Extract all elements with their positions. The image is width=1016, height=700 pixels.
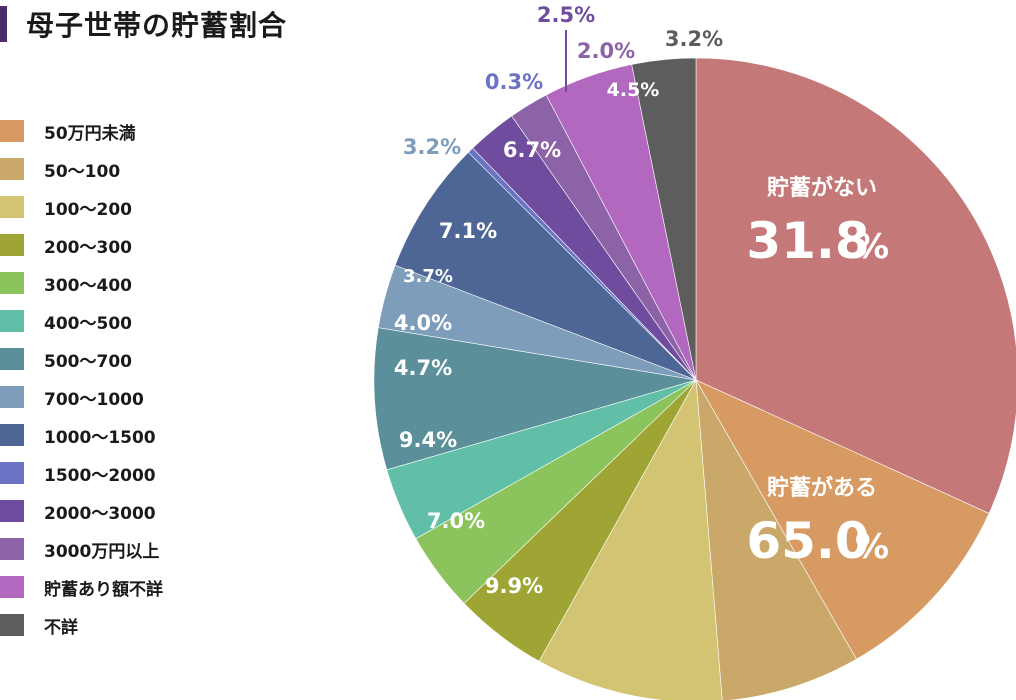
legend-item: 1000～1500 <box>0 422 156 448</box>
legend-swatch <box>0 576 24 598</box>
legend-item: 2000～3000 <box>0 498 156 524</box>
slice-value-label-outer: 3.2% <box>665 27 723 51</box>
slice-value-label: 3.7% <box>403 266 453 287</box>
legend-label: 700～1000 <box>44 389 144 410</box>
legend-item: 700～1000 <box>0 384 144 410</box>
slice-value-label-outer: 3.2% <box>403 135 461 159</box>
legend-swatch <box>0 196 24 218</box>
pie-slice <box>394 151 697 381</box>
legend-label: 300～400 <box>44 275 132 296</box>
legend-item: 200～300 <box>0 232 132 258</box>
legend-label: 400～500 <box>44 313 132 334</box>
slice-value-label: 9.4% <box>399 428 457 452</box>
legend-swatch <box>0 538 24 560</box>
legend-item: 400～500 <box>0 308 132 334</box>
slice-value-label-outer: 0.3% <box>485 70 543 94</box>
pie-slice <box>538 378 723 700</box>
legend-swatch <box>0 348 24 370</box>
slice-value-label: 7.1% <box>439 219 497 243</box>
slice-value-label-outer: 2.5% <box>537 3 595 27</box>
group-value-has-savings: 65.0 <box>746 512 869 570</box>
legend-item: 貯蓄あり額不詳 <box>0 574 163 600</box>
chart-title: 母子世帯の貯蓄割合 <box>26 9 288 42</box>
legend-swatch <box>0 120 24 142</box>
legend-item: 3000万円以上 <box>0 536 159 562</box>
pie-slice <box>631 57 697 381</box>
slice-value-label: 9.9% <box>485 574 543 598</box>
group-unit-has-savings: % <box>855 527 889 567</box>
group-label-no-savings: 貯蓄がない <box>767 175 877 201</box>
legend-label: 200～300 <box>44 237 132 258</box>
legend-label: 貯蓄あり額不詳 <box>44 579 163 600</box>
legend-item: 不詳 <box>0 612 78 638</box>
legend-label: 不詳 <box>44 617 78 638</box>
legend-swatch <box>0 500 24 522</box>
legend-item: 500～700 <box>0 346 132 372</box>
group-unit-no-savings: % <box>855 227 889 267</box>
legend-label: 3000万円以上 <box>44 541 160 562</box>
slice-value-label: 6.7% <box>503 138 561 162</box>
legend-swatch <box>0 310 24 332</box>
legend-swatch <box>0 234 24 256</box>
slice-value-label: 7.0% <box>427 509 485 533</box>
legend-item: 100～200 <box>0 194 132 220</box>
legend-item: 50万円未満 <box>0 118 136 144</box>
legend-swatch <box>0 614 24 636</box>
legend-label: 2000～3000 <box>44 503 156 524</box>
group-value-no-savings: 31.8 <box>746 212 869 270</box>
pie-slice <box>695 379 857 700</box>
legend-label: 1000～1500 <box>44 427 156 448</box>
legend-item: 300～400 <box>0 270 132 296</box>
group-label-has-savings: 貯蓄がある <box>767 475 877 501</box>
legend-item: 1500～2000 <box>0 460 156 486</box>
pie-slice <box>695 379 990 660</box>
title-accent-bar <box>0 6 7 42</box>
legend-swatch <box>0 462 24 484</box>
legend-swatch <box>0 158 24 180</box>
pie-slice <box>695 57 1016 514</box>
legend-label: 500～700 <box>44 351 132 372</box>
legend-item: 50～100 <box>0 156 120 182</box>
slice-value-label-outer: 2.0% <box>577 39 635 63</box>
legend-label: 50万円未満 <box>44 123 136 144</box>
slice-value-label: 4.7% <box>394 356 452 380</box>
legend-swatch <box>0 424 24 446</box>
legend-label: 100～200 <box>44 199 132 220</box>
slice-value-label: 4.0% <box>394 311 452 335</box>
legend-label: 50～100 <box>44 161 121 182</box>
legend-label: 1500～2000 <box>44 465 156 486</box>
slice-value-label: 4.5% <box>607 79 660 101</box>
legend-swatch <box>0 272 24 294</box>
pie-slice <box>373 327 697 471</box>
legend-swatch <box>0 386 24 408</box>
